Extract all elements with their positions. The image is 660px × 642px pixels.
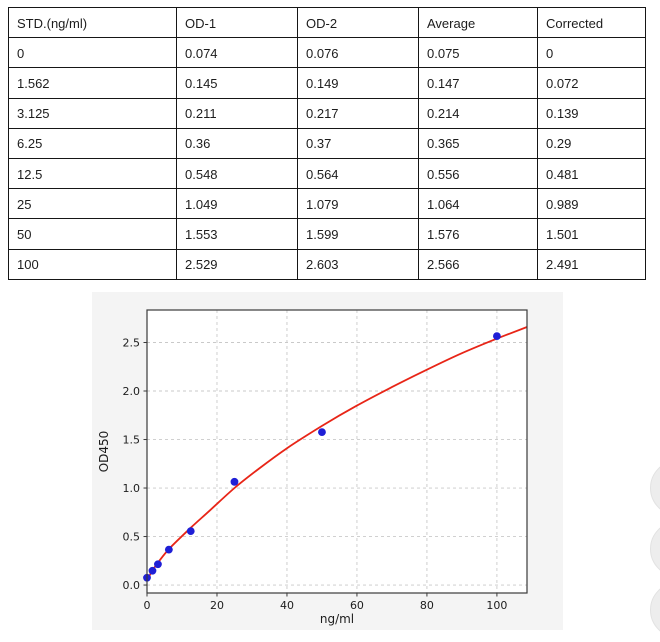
- table-row: 6.25 0.36 0.37 0.365 0.29: [8, 127, 646, 159]
- data-point: [154, 560, 162, 569]
- x-tick-label: 100: [486, 599, 507, 612]
- table-cell: 0.37: [297, 127, 419, 159]
- y-tick-label: 0.0: [123, 579, 141, 592]
- floating-widget-button[interactable]: [650, 460, 660, 516]
- header-cell: OD-2: [297, 6, 419, 39]
- table-cell: 1.562: [8, 67, 177, 99]
- table-row: 1.562 0.145 0.149 0.147 0.072: [8, 67, 646, 99]
- table-cell: 0.147: [418, 67, 538, 99]
- table-cell: 0.214: [418, 97, 538, 129]
- table-row: 12.5 0.548 0.564 0.556 0.481: [8, 157, 646, 190]
- y-tick-label: 0.5: [123, 531, 141, 544]
- table-cell: 0.072: [537, 67, 646, 99]
- table-row: 50 1.553 1.599 1.576 1.501: [8, 218, 646, 250]
- data-point: [493, 332, 501, 340]
- table-cell: 0.481: [537, 157, 646, 190]
- table-cell: 1.599: [297, 218, 419, 250]
- table-cell: 1.064: [418, 188, 538, 220]
- data-point: [186, 527, 195, 536]
- header-cell: OD-1: [176, 6, 298, 39]
- table-cell: 0.139: [537, 97, 646, 129]
- x-tick-label: 40: [280, 599, 294, 612]
- data-point: [230, 477, 239, 486]
- table-cell: 6.25: [8, 127, 177, 159]
- table-cell: 0.548: [176, 157, 298, 190]
- table-cell: 1.049: [176, 188, 298, 220]
- table-cell: 0.217: [297, 97, 419, 129]
- y-tick-label: 1.5: [123, 434, 141, 447]
- table-cell: 0.075: [418, 37, 538, 69]
- y-tick-label: 1.0: [123, 482, 141, 495]
- header-cell: STD.(ng/ml): [8, 6, 177, 39]
- x-tick-label: 20: [210, 599, 224, 612]
- table-row: 3.125 0.211 0.217 0.214 0.139: [8, 97, 646, 129]
- table-row: 0 0.074 0.076 0.075 0: [8, 37, 646, 69]
- x-tick-label: 60: [350, 599, 364, 612]
- table-cell: 0.989: [537, 188, 646, 220]
- y-axis-label: OD450: [97, 431, 111, 473]
- table-cell: 1.501: [537, 218, 646, 250]
- table-cell: 1.553: [176, 218, 298, 250]
- table-cell: 12.5: [8, 157, 177, 190]
- floating-widget-button[interactable]: [650, 521, 660, 577]
- x-tick-label: 0: [144, 599, 151, 612]
- fitted-curve: [146, 326, 528, 581]
- table-row: 100 2.529 2.603 2.566 2.491: [8, 248, 646, 280]
- table-cell: 0.29: [537, 127, 646, 159]
- data-point: [318, 428, 326, 437]
- table-cell: 25: [8, 188, 177, 220]
- table-cell: 1.079: [297, 188, 419, 220]
- table-header-row: STD.(ng/ml) OD-1 OD-2 Average Corrected: [8, 6, 646, 39]
- plot-area: [147, 310, 527, 593]
- y-tick-label: 2.5: [123, 337, 141, 350]
- table-cell: 0.211: [176, 97, 298, 129]
- y-tick-label: 2.0: [123, 385, 141, 398]
- table-cell: 0.145: [176, 67, 298, 99]
- plot-border: [146, 309, 528, 594]
- table-cell: 0: [8, 37, 177, 69]
- table-cell: 2.603: [297, 248, 419, 280]
- table-cell: 1.576: [418, 218, 538, 250]
- standards-table: STD.(ng/ml) OD-1 OD-2 Average Corrected 0 0.07…: [8, 6, 646, 280]
- table-cell: 0.556: [418, 157, 538, 190]
- table-cell: 0.564: [297, 157, 419, 190]
- floating-widget-button[interactable]: [650, 582, 660, 638]
- table-cell: 3.125: [8, 97, 177, 129]
- header-cell: Corrected: [537, 6, 646, 39]
- standard-curve-figure: 0 20 40 60 80 100 0.0 0.5 1.0 1.5 2.0 2.5 ng/ml OD450: [92, 292, 563, 630]
- data-point: [148, 566, 157, 575]
- table-row: 25 1.049 1.079 1.064 0.989: [8, 188, 646, 220]
- x-axis-label: ng/ml: [320, 612, 354, 626]
- table-cell: 0.365: [418, 127, 538, 159]
- table-cell: 0.149: [297, 67, 419, 99]
- x-tick-label: 80: [420, 599, 434, 612]
- table-cell: 2.566: [418, 248, 538, 280]
- table-cell: 2.529: [176, 248, 298, 280]
- table-cell: 50: [8, 218, 177, 250]
- table-cell: 0.074: [176, 37, 298, 69]
- table-cell: 100: [8, 248, 177, 280]
- standard-curve-chart: 0 20 40 60 80 100 0.0 0.5 1.0 1.5 2.0 2.5 ng/ml OD450: [97, 309, 528, 626]
- data-point: [164, 545, 173, 554]
- header-cell: Average: [418, 6, 538, 39]
- table-cell: 0: [537, 37, 646, 69]
- table-cell: 2.491: [537, 248, 646, 280]
- table-cell: 0.076: [297, 37, 419, 69]
- table-cell: 0.36: [176, 127, 298, 159]
